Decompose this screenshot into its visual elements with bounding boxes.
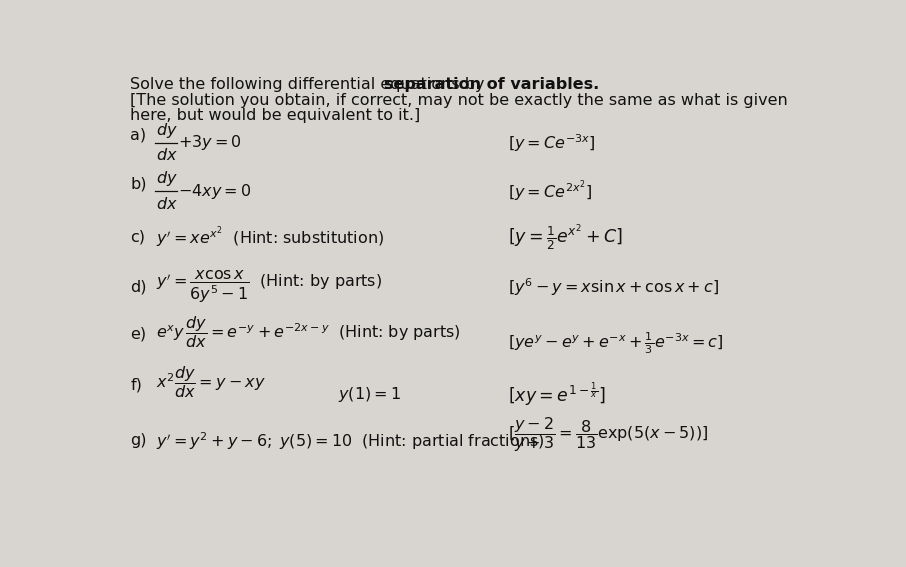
Text: separation of variables.: separation of variables. bbox=[384, 78, 600, 92]
Text: $-4xy=0$: $-4xy=0$ bbox=[178, 182, 252, 201]
Text: b): b) bbox=[130, 176, 147, 191]
Text: $y'=xe^{x^2}$  (Hint: substitution): $y'=xe^{x^2}$ (Hint: substitution) bbox=[156, 225, 384, 251]
Text: $[ye^{y}-e^{y}+e^{-x}+\frac{1}{3}e^{-3x}=c]$: $[ye^{y}-e^{y}+e^{-x}+\frac{1}{3}e^{-3x}… bbox=[508, 330, 724, 356]
Text: $[\dfrac{y-2}{y+3}=\dfrac{8}{13}\exp(5(x-5))]$: $[\dfrac{y-2}{y+3}=\dfrac{8}{13}\exp(5(x… bbox=[508, 415, 708, 454]
Text: $dx$: $dx$ bbox=[156, 147, 178, 163]
Text: $[y^6-y=x\sin x+\cos x+c]$: $[y^6-y=x\sin x+\cos x+c]$ bbox=[508, 277, 719, 298]
Text: $[y=Ce^{2x^2}]$: $[y=Ce^{2x^2}]$ bbox=[508, 179, 593, 204]
Text: g): g) bbox=[130, 433, 147, 448]
Text: $dy$: $dy$ bbox=[156, 121, 178, 140]
Text: $e^x y\,\dfrac{dy}{dx}=e^{-y}+e^{-2x-y}$  (Hint: by parts): $e^x y\,\dfrac{dy}{dx}=e^{-y}+e^{-2x-y}$… bbox=[156, 314, 460, 350]
Text: $dx$: $dx$ bbox=[156, 196, 178, 211]
Text: Solve the following differential equations by: Solve the following differential equatio… bbox=[130, 78, 490, 92]
Text: $y'=y^2+y-6;\; y(5)=10$  (Hint: partial fractions): $y'=y^2+y-6;\; y(5)=10$ (Hint: partial f… bbox=[156, 430, 545, 451]
Text: d): d) bbox=[130, 280, 147, 295]
Text: $+3y=0$: $+3y=0$ bbox=[178, 133, 242, 152]
Text: f): f) bbox=[130, 378, 142, 393]
Text: [The solution you obtain, if correct, may not be exactly the same as what is giv: [The solution you obtain, if correct, ma… bbox=[130, 93, 788, 108]
Text: $[y=Ce^{-3x}]$: $[y=Ce^{-3x}]$ bbox=[508, 132, 596, 154]
Text: c): c) bbox=[130, 230, 145, 245]
Text: $[y=\frac{1}{2}e^{x^2}+C]$: $[y=\frac{1}{2}e^{x^2}+C]$ bbox=[508, 222, 623, 253]
Text: $y'=\dfrac{x\cos x}{6y^5-1}$  (Hint: by parts): $y'=\dfrac{x\cos x}{6y^5-1}$ (Hint: by p… bbox=[156, 270, 382, 306]
Text: $y(1)=1$: $y(1)=1$ bbox=[338, 385, 401, 404]
Text: $dy$: $dy$ bbox=[156, 170, 178, 188]
Text: here, but would be equivalent to it.]: here, but would be equivalent to it.] bbox=[130, 108, 420, 122]
Text: $[xy=e^{1-\frac{1}{x}}]$: $[xy=e^{1-\frac{1}{x}}]$ bbox=[508, 380, 606, 408]
Text: $x^2\dfrac{dy}{dx}=y-xy$: $x^2\dfrac{dy}{dx}=y-xy$ bbox=[156, 364, 265, 400]
Text: e): e) bbox=[130, 326, 147, 341]
Text: a): a) bbox=[130, 128, 147, 142]
